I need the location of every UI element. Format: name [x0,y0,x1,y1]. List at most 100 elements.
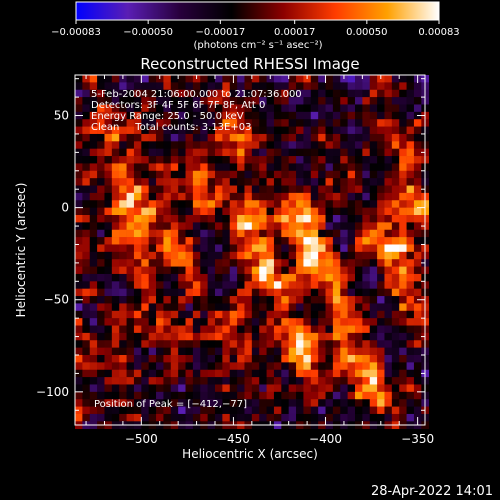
heatmap-cell [355,377,363,385]
heatmap-cell [148,310,157,319]
heatmap-cell [310,318,319,326]
heatmap-cell [391,332,400,341]
heatmap-cell [200,325,208,334]
heatmap-cell [192,163,201,172]
heatmap-cell [377,251,385,260]
heatmap-cell [141,215,150,223]
heatmap-cell [244,303,253,312]
heatmap-cell [332,75,341,83]
heatmap-cell [104,413,113,422]
heatmap-cell [75,126,83,135]
heatmap-cell [377,288,385,297]
heatmap-cell [133,141,142,150]
heatmap-cell [391,340,400,348]
heatmap-cell [192,340,201,348]
heatmap-cell [75,237,83,245]
heatmap-cell [111,75,120,83]
heatmap-cell [237,163,245,172]
heatmap-cell [192,318,201,326]
heatmap-cell [178,399,186,407]
heatmap-cell [399,215,407,223]
heatmap-cell [362,362,371,371]
heatmap-cell [222,207,231,216]
heatmap-cell [82,288,91,297]
heatmap-cell [82,192,91,201]
heatmap-cell [82,170,91,179]
heatmap-cell [318,148,326,157]
heatmap-cell [296,399,304,407]
heatmap-cell [141,237,150,245]
heatmap-cell [148,237,157,245]
heatmap-cell [251,222,260,231]
heatmap-cell [369,163,378,172]
heatmap-cell [273,369,282,378]
heatmap-cell [89,325,98,334]
heatmap-cell [318,377,326,385]
heatmap-cell [89,141,98,150]
heatmap-cell [310,266,319,275]
heatmap-cell [369,399,378,407]
heatmap-cell [377,318,385,326]
heatmap-cell [413,119,422,127]
heatmap-cell [148,89,157,98]
heatmap-cell [413,288,422,297]
heatmap-cell [229,170,238,179]
heatmap-cell [296,104,304,113]
heatmap-cell [355,281,363,290]
heatmap-cell [340,156,348,164]
heatmap-cell [104,391,113,400]
heatmap-cell [111,178,120,186]
heatmap-cell [119,273,127,282]
heatmap-cell [229,244,238,253]
heatmap-cell [148,303,157,312]
heatmap-cell [178,126,186,135]
heatmap-cell [185,406,194,415]
heatmap-cell [281,237,290,245]
heatmap-cell [185,340,194,348]
heatmap-cell [207,310,216,319]
heatmap-cell [119,310,127,319]
heatmap-cell [82,141,91,150]
heatmap-cell [111,133,120,142]
heatmap-cell [296,318,304,326]
heatmap-cell [229,355,238,363]
heatmap-cell [244,406,253,415]
heatmap-cell [111,215,120,223]
heatmap-cell [340,318,348,326]
heatmap-cell [413,222,422,231]
heatmap-cell [82,384,91,393]
heatmap-cell [369,384,378,393]
heatmap-cell [377,303,385,312]
heatmap-cell [251,332,260,341]
heatmap-cell [111,111,120,120]
heatmap-cell [148,266,157,275]
heatmap-cell [244,133,253,142]
heatmap-cell [325,347,334,356]
heatmap-cell [89,318,98,326]
heatmap-cell [332,384,341,393]
heatmap-cell [377,178,385,186]
heatmap-cell [273,399,282,407]
heatmap-cell [362,163,371,172]
heatmap-cell [185,200,194,208]
y-tick-label: 0 [61,201,69,215]
heatmap-cell [89,347,98,356]
heatmap-cell [133,303,142,312]
heatmap-cell [259,104,267,113]
heatmap-cell [222,104,231,113]
heatmap-cell [119,391,127,400]
heatmap-cell [259,325,267,334]
heatmap-cell [82,185,91,194]
heatmap-cell [251,259,260,267]
heatmap-cell [310,340,319,348]
heatmap-cell [362,310,371,319]
heatmap-cell [237,244,245,253]
heatmap-cell [215,266,223,275]
heatmap-cell [185,89,194,98]
heatmap-cell [303,141,312,150]
heatmap-cell [215,325,223,334]
heatmap-cell [325,413,334,422]
heatmap-cell [391,303,400,312]
heatmap-cell [119,156,127,164]
heatmap-cell [215,399,223,407]
